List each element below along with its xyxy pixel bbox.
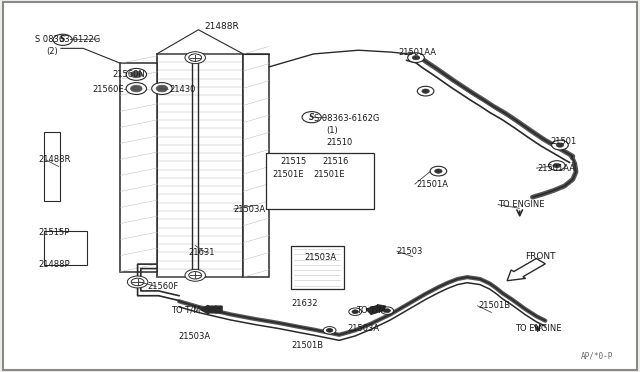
Text: S: S	[309, 113, 314, 122]
Text: 21560F: 21560F	[147, 282, 179, 291]
Text: 21632: 21632	[292, 299, 318, 308]
Circle shape	[323, 327, 336, 334]
Text: 21515P: 21515P	[38, 228, 70, 237]
Text: 21503: 21503	[397, 247, 423, 256]
Circle shape	[349, 308, 362, 315]
Text: 21501A: 21501A	[416, 180, 448, 189]
Text: 21501B: 21501B	[479, 301, 511, 310]
Circle shape	[185, 52, 205, 64]
Bar	[44, 132, 60, 201]
Text: 21501AA: 21501AA	[538, 164, 575, 173]
Bar	[157, 54, 243, 277]
Text: (1): (1)	[326, 126, 338, 135]
Text: TO T/M: TO T/M	[356, 305, 385, 314]
Text: 21501E: 21501E	[272, 170, 303, 179]
Text: 21560E: 21560E	[93, 85, 124, 94]
Circle shape	[384, 309, 390, 312]
Circle shape	[417, 86, 434, 96]
Text: S 08363-6122G: S 08363-6122G	[35, 35, 100, 44]
Circle shape	[126, 83, 147, 94]
Circle shape	[548, 161, 565, 170]
Circle shape	[408, 53, 424, 62]
Text: 21488R: 21488R	[205, 22, 239, 31]
Circle shape	[435, 169, 442, 173]
Circle shape	[156, 85, 168, 92]
FancyArrow shape	[366, 305, 386, 314]
Circle shape	[126, 68, 147, 80]
Text: S: S	[60, 35, 65, 44]
Text: 21515: 21515	[280, 157, 307, 166]
Bar	[266, 153, 374, 209]
Circle shape	[422, 89, 429, 93]
Text: 21430: 21430	[170, 85, 196, 94]
Text: 21560N: 21560N	[112, 70, 145, 79]
Circle shape	[430, 166, 447, 176]
Circle shape	[189, 272, 202, 279]
Text: 21501B: 21501B	[292, 341, 324, 350]
Text: TO ENGINE: TO ENGINE	[498, 200, 545, 209]
Text: AP/*0-P: AP/*0-P	[581, 351, 614, 360]
Bar	[243, 54, 269, 277]
Circle shape	[127, 276, 148, 288]
Circle shape	[152, 83, 172, 94]
Circle shape	[131, 71, 142, 78]
Text: 21503A: 21503A	[348, 324, 380, 333]
Text: (2): (2)	[47, 47, 58, 56]
Circle shape	[352, 310, 358, 314]
Text: TO T/M: TO T/M	[172, 305, 201, 314]
Text: 21503A: 21503A	[304, 253, 336, 262]
Circle shape	[326, 328, 333, 332]
Circle shape	[412, 55, 420, 60]
Circle shape	[189, 54, 202, 61]
Text: S 08363-6162G: S 08363-6162G	[314, 114, 379, 123]
Circle shape	[53, 34, 72, 45]
Text: 21503A: 21503A	[178, 332, 210, 341]
Circle shape	[131, 278, 144, 286]
FancyArrow shape	[507, 259, 545, 281]
Text: 21488P: 21488P	[38, 260, 70, 269]
FancyArrow shape	[200, 305, 222, 314]
Bar	[120, 63, 157, 272]
Bar	[291, 246, 344, 289]
Circle shape	[556, 143, 564, 147]
Text: FRONT: FRONT	[525, 252, 556, 261]
Text: 21501E: 21501E	[314, 170, 345, 179]
Circle shape	[553, 163, 561, 168]
Text: 21488R: 21488R	[38, 155, 71, 164]
Circle shape	[302, 112, 321, 123]
Text: 21503A: 21503A	[234, 205, 266, 214]
Text: 21501: 21501	[550, 137, 577, 146]
Text: 21516: 21516	[322, 157, 348, 166]
Text: 21631: 21631	[189, 248, 215, 257]
Bar	[44, 231, 87, 265]
Circle shape	[131, 85, 142, 92]
Text: 21510: 21510	[326, 138, 353, 147]
Circle shape	[381, 307, 394, 314]
Text: 21501AA: 21501AA	[398, 48, 436, 57]
Text: TO ENGINE: TO ENGINE	[515, 324, 562, 333]
Circle shape	[185, 269, 205, 281]
Circle shape	[552, 140, 568, 150]
